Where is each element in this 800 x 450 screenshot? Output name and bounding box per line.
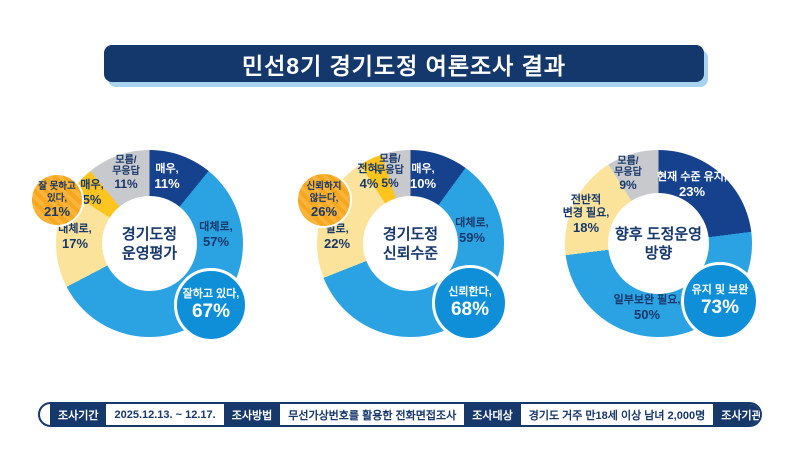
chart-future-direction: 향후 도정운영 방향 현재 수준 유지, 23% 일부보완 필요, 50% 전반…	[563, 150, 759, 340]
survey-target-label: 조사대상	[464, 404, 521, 425]
page-title: 민선8기 경기도정 여론조사 결과	[104, 45, 704, 82]
survey-target-value: 경기도 거주 만18세 이상 남녀 2,000명	[528, 409, 706, 422]
negative-summary-badge: 신뢰하지 않는다, 26%	[296, 172, 352, 228]
slice-label-partial-improve: 일부보완 필요, 50%	[613, 294, 681, 322]
center-line: 향후 도정운영	[615, 225, 702, 243]
positive-summary-badge: 잘하고 있다, 67%	[174, 268, 248, 342]
slice-label-very-trust: 매우, 10%	[409, 163, 437, 191]
slice-label-no-trust: 전혀, 4%	[357, 163, 381, 191]
chart-admin-evaluation: 경기도정 운영평가 매우, 11% 대체로, 57% 대체로, 17% 매우, …	[30, 150, 248, 342]
survey-period-value: 2025.12.13. ~ 12.17.	[114, 408, 216, 421]
slice-label-somewhat-trust: 대체로, 59%	[455, 217, 489, 245]
center-line: 방향	[644, 244, 673, 262]
slice-label-very-positive: 매우, 11%	[154, 163, 180, 191]
positive-summary-badge: 신뢰한다, 68%	[432, 265, 508, 341]
chart-trust-level: 경기도정 신뢰수준 매우, 10% 대체로, 59% 별로, 22% 전혀, 4…	[296, 150, 508, 341]
survey-agency-label: 조사기관	[713, 404, 760, 425]
survey-method-label: 조사방법	[223, 404, 281, 425]
donut-center-title: 경기도정 운영평가	[102, 196, 197, 291]
survey-method-value: 무선가상번호를 활용한 전화면접조사	[288, 409, 457, 422]
center-line: 경기도정	[121, 225, 178, 243]
center-line: 운영평가	[121, 244, 178, 262]
slice-label-dont-know: 모름/ 무응답 9%	[614, 156, 642, 192]
page-title-text: 민선8기 경기도정 여론조사 결과	[241, 52, 567, 79]
slice-label-somewhat-positive: 대체로, 57%	[199, 221, 233, 249]
slice-label-dont-know: 모름/ 무응답 11%	[112, 155, 140, 191]
slice-label-overall-change: 전반적 변경 필요, 18%	[562, 194, 610, 235]
slice-label-dont-know: 모름/ 무응답 5%	[376, 154, 404, 190]
slice-label-keep-current: 현재 수준 유지, 23%	[657, 171, 727, 199]
survey-period-label: 조사기간	[50, 404, 107, 425]
center-line: 신뢰수준	[382, 244, 439, 262]
slice-label-somewhat-negative: 대체로, 17%	[58, 223, 92, 251]
positive-summary-badge: 유지 및 보완 73%	[681, 262, 759, 340]
slice-label-very-negative: 매우, 5%	[80, 179, 104, 207]
negative-summary-badge: 잘 못하고 있다, 21%	[30, 173, 84, 227]
bar-left-cap	[40, 404, 49, 425]
center-line: 경기도정	[382, 225, 439, 243]
survey-info-bar: 조사기간 2025.12.13. ~ 12.17. 조사방법 무선가상번호를 활…	[38, 402, 762, 427]
